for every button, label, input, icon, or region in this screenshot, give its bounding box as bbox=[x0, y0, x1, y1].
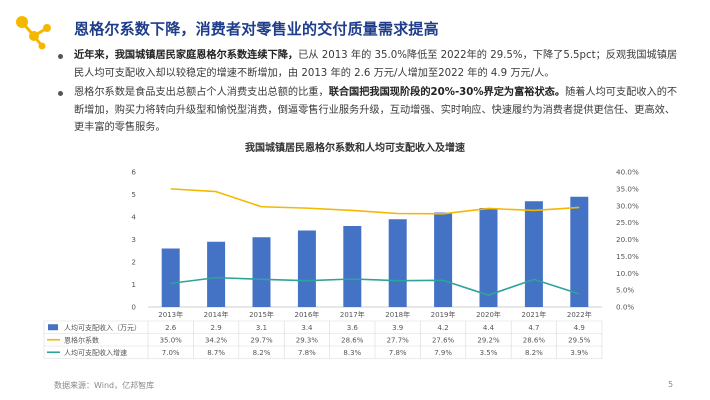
x-axis-category-label: 2018年 bbox=[385, 310, 410, 319]
table-data-label: 2.6 bbox=[165, 324, 177, 332]
table-data-label: 8.3% bbox=[343, 349, 361, 357]
income-bar bbox=[161, 248, 180, 307]
table-data-label: 29.3% bbox=[296, 336, 319, 344]
income-bar bbox=[207, 241, 226, 307]
table-data-label: 4.9 bbox=[574, 324, 585, 332]
left-axis-tick-label: 2 bbox=[131, 258, 136, 267]
bullet-text: 随着人均可支配收入的不断增加，购买力将转向升级型和愉悦型消费，倒逼零售行业服务升… bbox=[74, 87, 678, 133]
table-data-label: 3.4 bbox=[301, 324, 313, 332]
left-axis-tick-label: 0 bbox=[131, 303, 136, 312]
table-data-label: 29.2% bbox=[477, 336, 500, 344]
legend-label: 恩格尔系数 bbox=[64, 335, 99, 344]
table-data-label: 8.2% bbox=[525, 349, 543, 357]
left-axis-tick-label: 1 bbox=[131, 280, 136, 289]
legend-label: 人均可支配收入增速 bbox=[64, 348, 127, 357]
bullet-dot-icon bbox=[58, 54, 63, 59]
table-data-label: 7.0% bbox=[162, 349, 180, 357]
bullet-dot-icon bbox=[58, 91, 63, 96]
page-number: 5 bbox=[668, 380, 674, 389]
x-axis-category-label: 2014年 bbox=[204, 310, 229, 319]
income-bar bbox=[252, 237, 271, 307]
left-axis-tick-label: 6 bbox=[131, 168, 136, 177]
left-axis-tick-label: 3 bbox=[131, 235, 136, 244]
bullet-item: 恩格尔系数是食品支出总额占个人消费支出总额的比重，联合国把我国现阶段的20%-3… bbox=[58, 84, 680, 137]
table-data-label: 7.8% bbox=[389, 349, 407, 357]
right-axis-tick-label: 5.0% bbox=[616, 286, 634, 295]
table-data-label: 4.4 bbox=[483, 324, 495, 332]
x-axis-category-label: 2022年 bbox=[567, 310, 592, 319]
table-data-label: 7.8% bbox=[298, 349, 316, 357]
table-data-label: 4.7 bbox=[528, 324, 539, 332]
page-title: 恩格尔系数下降，消费者对零售业的交付质量需求提高 bbox=[74, 20, 439, 38]
table-data-label: 4.2 bbox=[438, 324, 449, 332]
table-data-label: 8.2% bbox=[253, 349, 271, 357]
table-data-label: 35.0% bbox=[160, 336, 183, 344]
table-data-label: 27.6% bbox=[432, 336, 455, 344]
source-note: 数据来源：Wind，亿邦智库 bbox=[54, 381, 155, 390]
income-bar bbox=[388, 219, 407, 307]
bullet-item: 近年来，我国城镇居民家庭恩格尔系数连续下降，已从 2013 年的 35.0%降低… bbox=[58, 47, 680, 82]
income-bar bbox=[343, 226, 362, 307]
table-data-label: 29.5% bbox=[568, 336, 591, 344]
right-axis-tick-label: 40.0% bbox=[616, 168, 639, 177]
left-axis-tick-label: 4 bbox=[131, 213, 136, 222]
income-bar bbox=[297, 230, 316, 307]
bullet-text: 恩格尔系数是食品支出总额占个人消费支出总额的比重， bbox=[74, 87, 329, 98]
engel-coefficient-line bbox=[170, 188, 580, 215]
income-bar bbox=[524, 201, 543, 307]
right-axis-tick-label: 25.0% bbox=[616, 218, 639, 227]
table-data-label: 28.6% bbox=[523, 336, 546, 344]
right-axis-tick-label: 15.0% bbox=[616, 252, 639, 261]
x-axis-category-label: 2013年 bbox=[158, 310, 183, 319]
x-axis-category-label: 2019年 bbox=[431, 310, 456, 319]
table-data-label: 34.2% bbox=[205, 336, 228, 344]
income-bar bbox=[434, 212, 453, 307]
x-axis-category-label: 2017年 bbox=[340, 310, 365, 319]
bullet-bold-text: 联合国把我国现阶段的20%-30%界定为富裕状态。 bbox=[328, 87, 566, 98]
x-axis-category-label: 2016年 bbox=[294, 310, 319, 319]
right-axis-tick-label: 10.0% bbox=[616, 269, 639, 278]
table-data-label: 3.5% bbox=[480, 349, 498, 357]
right-axis-tick-label: 20.0% bbox=[616, 235, 639, 244]
x-axis-category-label: 2015年 bbox=[249, 310, 274, 319]
left-axis-tick-label: 5 bbox=[131, 190, 136, 199]
x-axis-category-label: 2021年 bbox=[521, 310, 546, 319]
table-data-label: 27.7% bbox=[387, 336, 410, 344]
right-axis-tick-label: 35.0% bbox=[616, 184, 639, 193]
bullet-text: 已从 2013 年的 35.0%降低至 2022年的 29.5%，下降了5.5p… bbox=[74, 50, 678, 79]
x-axis-category-label: 2020年 bbox=[476, 310, 501, 319]
chart-title: 我国城镇居民恩格尔系数和人均可支配收入及增速 bbox=[245, 143, 465, 154]
table-data-label: 3.9% bbox=[570, 349, 588, 357]
right-axis-tick-label: 0.0% bbox=[616, 303, 634, 312]
table-data-label: 3.9 bbox=[392, 324, 403, 332]
table-data-label: 3.6 bbox=[347, 324, 359, 332]
income-bar bbox=[570, 196, 589, 307]
income-growth-line bbox=[170, 276, 580, 296]
table-data-label: 29.7% bbox=[250, 336, 273, 344]
table-data-label: 7.9% bbox=[434, 349, 452, 357]
table-data-label: 28.6% bbox=[341, 336, 364, 344]
bullet-bold-text: 近年来，我国城镇居民家庭恩格尔系数连续下降， bbox=[74, 50, 299, 61]
table-data-label: 2.9 bbox=[211, 324, 222, 332]
legend-key-bar bbox=[48, 324, 58, 331]
bullet-list: 近年来，我国城镇居民家庭恩格尔系数连续下降，已从 2013 年的 35.0%降低… bbox=[58, 47, 680, 139]
table-data-label: 8.7% bbox=[207, 349, 225, 357]
income-bar bbox=[479, 208, 498, 307]
table-data-label: 3.1 bbox=[256, 324, 267, 332]
legend-label: 人均可支配收入（万元） bbox=[64, 323, 141, 332]
right-axis-tick-label: 30.0% bbox=[616, 201, 639, 210]
brand-logo-icon bbox=[16, 16, 51, 50]
